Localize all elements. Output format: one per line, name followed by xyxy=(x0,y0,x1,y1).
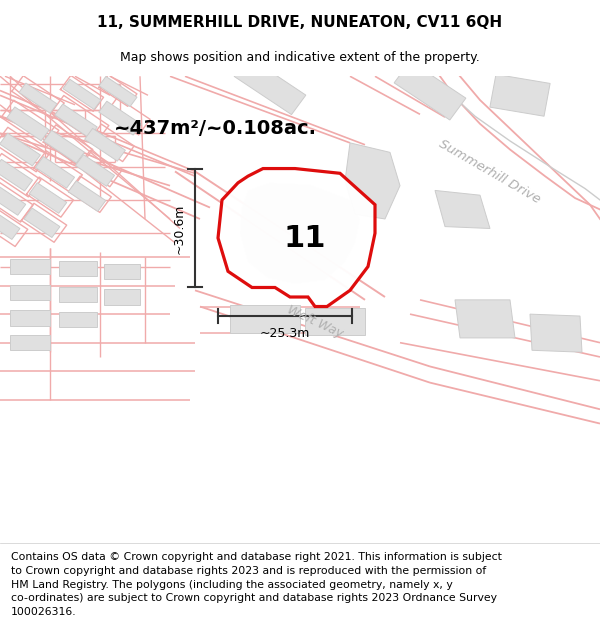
Polygon shape xyxy=(10,311,50,326)
Polygon shape xyxy=(55,104,97,138)
Polygon shape xyxy=(234,57,306,114)
Polygon shape xyxy=(455,300,515,338)
Text: Map shows position and indicative extent of the property.: Map shows position and indicative extent… xyxy=(120,51,480,64)
Polygon shape xyxy=(218,169,375,306)
Polygon shape xyxy=(19,83,57,113)
Polygon shape xyxy=(435,191,490,229)
Polygon shape xyxy=(240,183,360,284)
Polygon shape xyxy=(230,304,300,333)
Polygon shape xyxy=(35,156,74,188)
Polygon shape xyxy=(530,314,582,352)
Polygon shape xyxy=(29,182,67,213)
Polygon shape xyxy=(76,154,115,186)
Polygon shape xyxy=(394,61,466,120)
Polygon shape xyxy=(44,130,85,163)
Polygon shape xyxy=(59,286,97,302)
Polygon shape xyxy=(63,79,101,109)
Text: 11, SUMMERHILL DRIVE, NUNEATON, CV11 6QH: 11, SUMMERHILL DRIVE, NUNEATON, CV11 6QH xyxy=(97,16,503,31)
Polygon shape xyxy=(104,264,140,279)
Polygon shape xyxy=(59,312,97,328)
Polygon shape xyxy=(345,143,400,219)
Text: ~25.3m: ~25.3m xyxy=(260,327,310,339)
Text: Contains OS data © Crown copyright and database right 2021. This information is : Contains OS data © Crown copyright and d… xyxy=(11,552,502,617)
Polygon shape xyxy=(104,289,140,304)
Text: Weft Way: Weft Way xyxy=(285,303,345,341)
Text: 11: 11 xyxy=(284,224,326,253)
Polygon shape xyxy=(10,259,50,274)
Polygon shape xyxy=(99,101,141,135)
Text: Summerhill Drive: Summerhill Drive xyxy=(437,137,543,206)
Polygon shape xyxy=(59,261,97,276)
Polygon shape xyxy=(0,133,40,166)
Polygon shape xyxy=(0,210,20,239)
Polygon shape xyxy=(10,335,50,350)
Text: ~437m²/~0.108ac.: ~437m²/~0.108ac. xyxy=(113,119,317,138)
Polygon shape xyxy=(10,284,50,300)
Polygon shape xyxy=(305,308,365,335)
Polygon shape xyxy=(99,76,137,106)
Polygon shape xyxy=(0,159,32,191)
Polygon shape xyxy=(0,184,26,215)
Polygon shape xyxy=(24,208,60,238)
Polygon shape xyxy=(7,107,49,141)
Polygon shape xyxy=(68,181,106,211)
Text: ~30.6m: ~30.6m xyxy=(173,203,185,254)
Polygon shape xyxy=(490,74,550,116)
Polygon shape xyxy=(85,128,125,161)
